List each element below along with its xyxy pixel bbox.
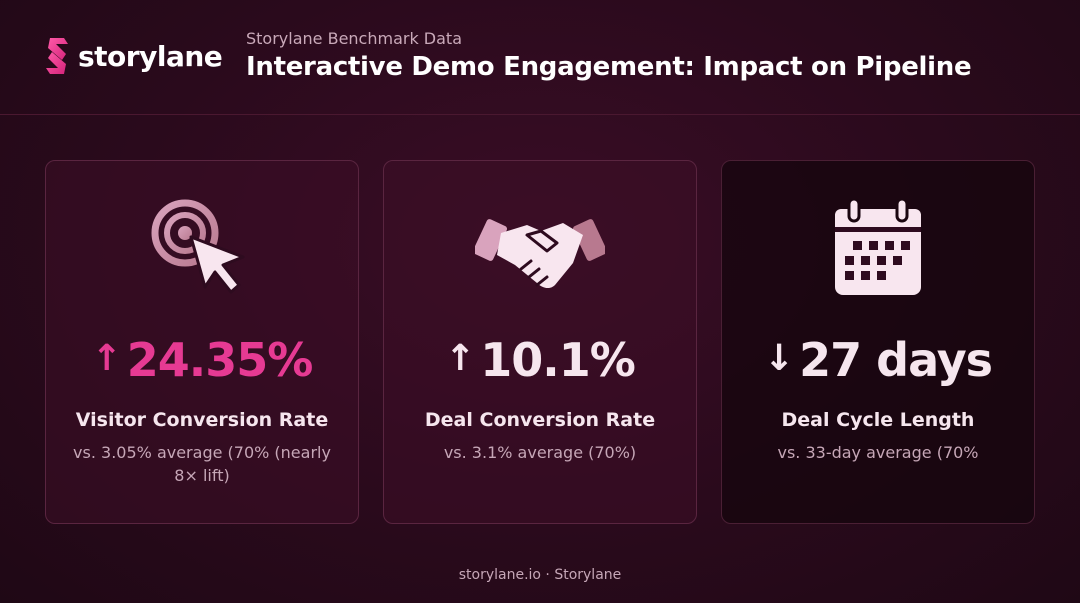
- arrow-up-icon: ↑: [445, 338, 475, 379]
- arrow-down-icon: ↓: [763, 338, 794, 379]
- arrow-up-icon: ↑: [91, 338, 122, 379]
- page-title: Interactive Demo Engagement: Impact on P…: [246, 52, 972, 82]
- metric-label: Deal Conversion Rate: [424, 409, 656, 431]
- page-subtitle: Storylane Benchmark Data: [246, 29, 463, 48]
- metric-value: ↑ 10.1%: [384, 333, 696, 387]
- brand-logo[interactable]: storylane: [44, 36, 223, 76]
- metric-number: 27 days: [799, 333, 993, 387]
- metric-value: ↑ 24.35%: [46, 333, 358, 387]
- metric-card-visitor-conversion: ↑ 24.35% Visitor Conversion Rate vs. 3.05…: [45, 160, 359, 524]
- metric-value: ↓ 27 days: [722, 333, 1034, 387]
- brand-name: storylane: [78, 39, 223, 73]
- metric-number: 10.1%: [480, 333, 636, 387]
- cursor-target-icon: [151, 199, 245, 294]
- metric-note: vs. 33-day average (70%: [777, 443, 979, 462]
- metric-label: Visitor Conversion Rate: [75, 409, 329, 431]
- calendar-icon: [835, 199, 921, 295]
- metric-note: vs. 3.1% average (70%): [443, 443, 637, 462]
- metric-card-deal-conversion: ↑ 10.1% Deal Conversion Rate vs. 3.1% ave…: [383, 160, 697, 524]
- header: storylane Storylane Benchmark Data Inter…: [0, 0, 1080, 115]
- metric-number: 24.35%: [126, 333, 314, 387]
- metric-card-deal-cycle: ↓ 27 days Deal Cycle Length vs. 33-day av…: [721, 160, 1035, 524]
- handshake-icon: [475, 219, 605, 289]
- footer-credit: storylane.io · Storylane: [458, 567, 622, 583]
- storylane-s-logo-icon: [46, 38, 68, 74]
- metric-label: Deal Cycle Length: [781, 409, 975, 431]
- metric-note: vs. 3.05% average (70% (nearly 8× lift): [73, 443, 331, 485]
